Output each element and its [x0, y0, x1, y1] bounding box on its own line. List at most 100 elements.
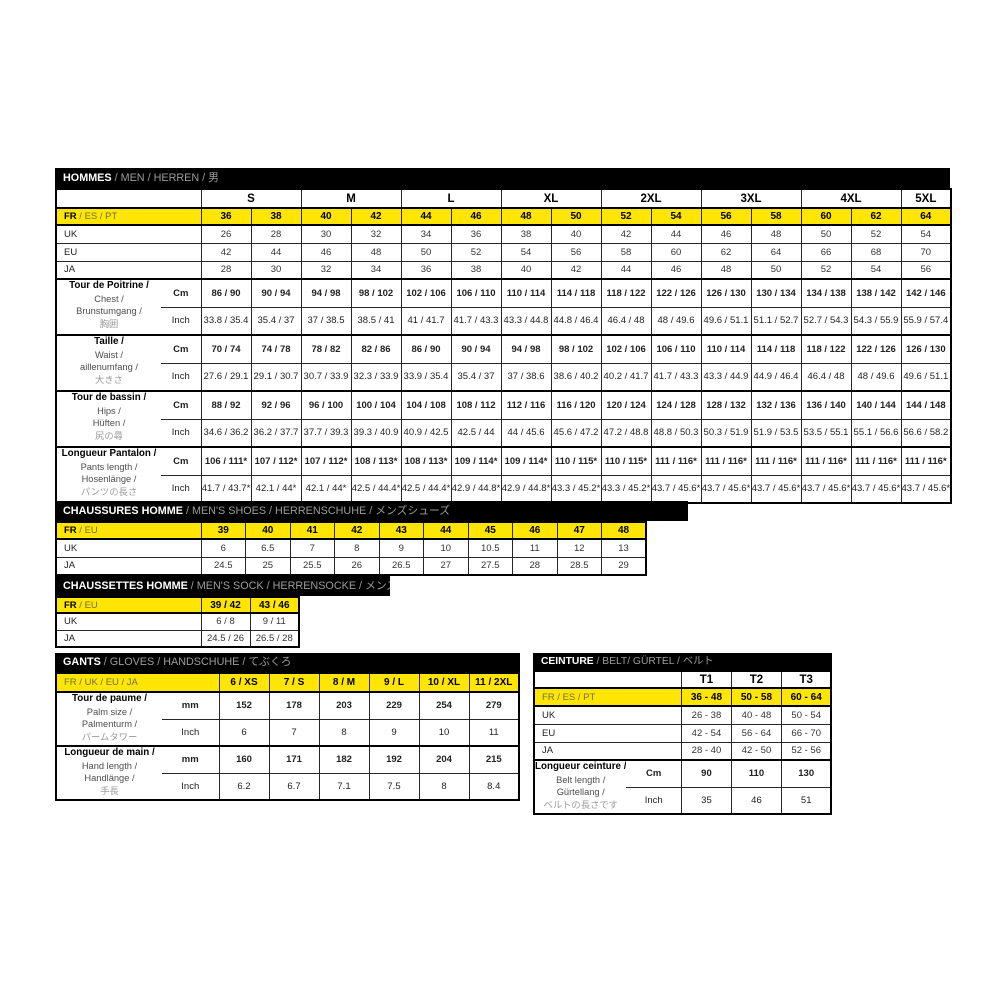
size-value-cell: 44	[423, 521, 469, 540]
measure-value-cell: 7.5	[368, 772, 420, 801]
measure-value-cell: 130 / 134	[750, 278, 802, 308]
measure-value-cell: 38.6 / 40.2	[550, 362, 602, 392]
measure-value-cell: 192	[368, 745, 420, 774]
value-cell: 68	[850, 242, 902, 262]
value-cell: 56	[900, 260, 952, 280]
measure-value-cell: 40.9 / 42.5	[400, 418, 452, 448]
measure-value-cell: 42.5 / 44.4*	[400, 474, 452, 504]
measure-value-cell: 49.6 / 51.1	[700, 306, 752, 336]
table-row: UK 26 28 30 32 34 36 38 40 42 44 46 48 50 52 54	[55, 224, 952, 244]
measure-value-cell: 254	[418, 691, 470, 720]
value-cell: 50	[750, 260, 802, 280]
table-title: CHAUSSETTES HOMME	[63, 580, 188, 592]
measure-value-cell: 34.6 / 36.2	[200, 418, 252, 448]
size-value-cell: 52	[600, 207, 652, 226]
table-row: Inch 34.6 / 36.2 36.2 / 37.7 37.7 / 39.3 39.…	[56, 418, 952, 448]
measure-value-cell: 33.9 / 35.4	[400, 362, 452, 392]
ja-row-label: JA	[55, 556, 202, 576]
size-value-cell: 40	[245, 521, 291, 540]
table-title-bar: CEINTURE / BELT/ GÜRTEL / ベルト	[533, 653, 832, 670]
table-row: Longueur Pantalon / Pants length / Hosenlä…	[55, 446, 952, 504]
uk-row-label: UK	[55, 224, 202, 244]
measurement-label-line: Longueur ceinture /	[535, 761, 627, 772]
measure-value-cell: 110 / 115*	[550, 446, 602, 476]
belt-table: CEINTURE / BELT/ GÜRTEL / ベルト T1 T2 T3 FR /…	[533, 653, 833, 815]
measure-value-cell: 48 / 49.6	[850, 362, 902, 392]
measure-value-cell: 41.7 / 43.3	[650, 362, 702, 392]
measurement-label: Tour de Poitrine / Chest / Brunstumgang / 胸…	[55, 278, 161, 336]
measure-value-cell: 42.1 / 44*	[300, 474, 352, 504]
measure-value-cell: 70 / 74	[200, 334, 252, 364]
value-cell: 50	[800, 224, 852, 244]
measure-value-cell: 106 / 111*	[200, 446, 252, 476]
value-cell: 29	[601, 556, 647, 576]
measure-value-cell: 98 / 102	[550, 334, 602, 364]
measure-value-cell: 8.4	[468, 772, 520, 801]
table-body: S M L XL 2XL 3XL 4XL 5XL FR / ES / PT 36 38 40 42 44 4…	[55, 188, 953, 504]
measurement-label-line: Hand length /	[81, 760, 138, 771]
size-group-label: M	[300, 188, 402, 209]
size-value-cell: 62	[850, 207, 902, 226]
size-value-cell: 36	[200, 207, 252, 226]
value-cell: 44	[250, 242, 302, 262]
value-cell: 27.5	[467, 556, 513, 576]
value-cell: 27	[423, 556, 469, 576]
unit-top-label: Cm	[626, 759, 682, 788]
measure-value-cell: 43.7 / 45.6*	[750, 474, 802, 504]
measure-value-cell: 51	[780, 786, 832, 815]
size-value-cell: 11 / 2XL	[468, 672, 520, 693]
table-title-translations: / MEN'S SHOES / HERRENSCHUHE / メンズシューズ	[182, 505, 451, 517]
value-cell: 28.5	[556, 556, 602, 576]
table-body: T1 T2 T3 FR / ES / PT 36 - 48 50 - 58 60 - 64 U…	[533, 670, 833, 815]
size-value-cell: 42	[334, 521, 380, 540]
measurement-label-line: Tour de bassin /	[71, 392, 147, 403]
standards-row-label: FR / ES / PT	[55, 207, 202, 226]
value-cell: 26 - 38	[680, 705, 732, 725]
measure-value-cell: 203	[318, 691, 370, 720]
value-cell: 38	[450, 260, 502, 280]
measure-value-cell: 39.3 / 40.9	[350, 418, 402, 448]
measure-value-cell: 102 / 106	[600, 334, 652, 364]
measure-value-cell: 43.3 / 44.8	[500, 306, 552, 336]
measure-value-cell: 152	[218, 691, 270, 720]
value-cell: 7	[289, 538, 335, 558]
measure-value-cell: 43.3 / 45.2*	[550, 474, 602, 504]
measure-value-cell: 74 / 78	[250, 334, 302, 364]
table-title: CHAUSSURES HOMME	[63, 505, 183, 517]
measurement-label-line: Taille /	[94, 336, 124, 347]
size-group-label: 3XL	[700, 188, 802, 209]
size-value-cell: 42	[350, 207, 402, 226]
value-cell: 52 - 56	[780, 741, 832, 761]
value-cell: 66 - 70	[780, 723, 832, 743]
unit-top-label: mm	[162, 691, 220, 720]
measure-value-cell: 90 / 94	[450, 334, 502, 364]
unit-bottom-label: Inch	[161, 418, 202, 448]
measure-value-cell: 9	[368, 718, 420, 747]
belt-size-label: T2	[730, 670, 782, 689]
size-group-label: 4XL	[800, 188, 902, 209]
belt-size-label: T1	[680, 670, 732, 689]
measure-value-cell: 35.4 / 37	[450, 362, 502, 392]
size-value-cell: 56	[700, 207, 752, 226]
measure-value-cell: 111 / 116*	[900, 446, 952, 476]
table-row: FR / ES / PT 36 - 48 50 - 58 60 - 64	[533, 687, 832, 707]
measurement-label-line: 大きさ	[95, 374, 123, 385]
measure-value-cell: 96 / 100	[300, 390, 352, 420]
measure-value-cell: 27.6 / 29.1	[200, 362, 252, 392]
measure-value-cell: 43.7 / 45.6*	[650, 474, 702, 504]
measurement-label: Longueur de main / Hand length / Handlänge…	[55, 745, 162, 801]
measure-value-cell: 35	[680, 786, 732, 815]
measure-value-cell: 122 / 126	[850, 334, 902, 364]
value-cell: 56	[550, 242, 602, 262]
value-cell: 52	[800, 260, 852, 280]
measure-value-cell: 112 / 116	[500, 390, 552, 420]
value-cell: 13	[601, 538, 647, 558]
value-cell: 42	[200, 242, 252, 262]
table-title-translations: / BELT/ GÜRTEL / ベルト	[593, 656, 714, 667]
value-cell: 44	[600, 260, 652, 280]
value-cell: 28	[512, 556, 558, 576]
empty-header-cell	[533, 670, 682, 689]
size-value-cell: 54	[650, 207, 702, 226]
measure-value-cell: 56.6 / 58.2	[900, 418, 952, 448]
